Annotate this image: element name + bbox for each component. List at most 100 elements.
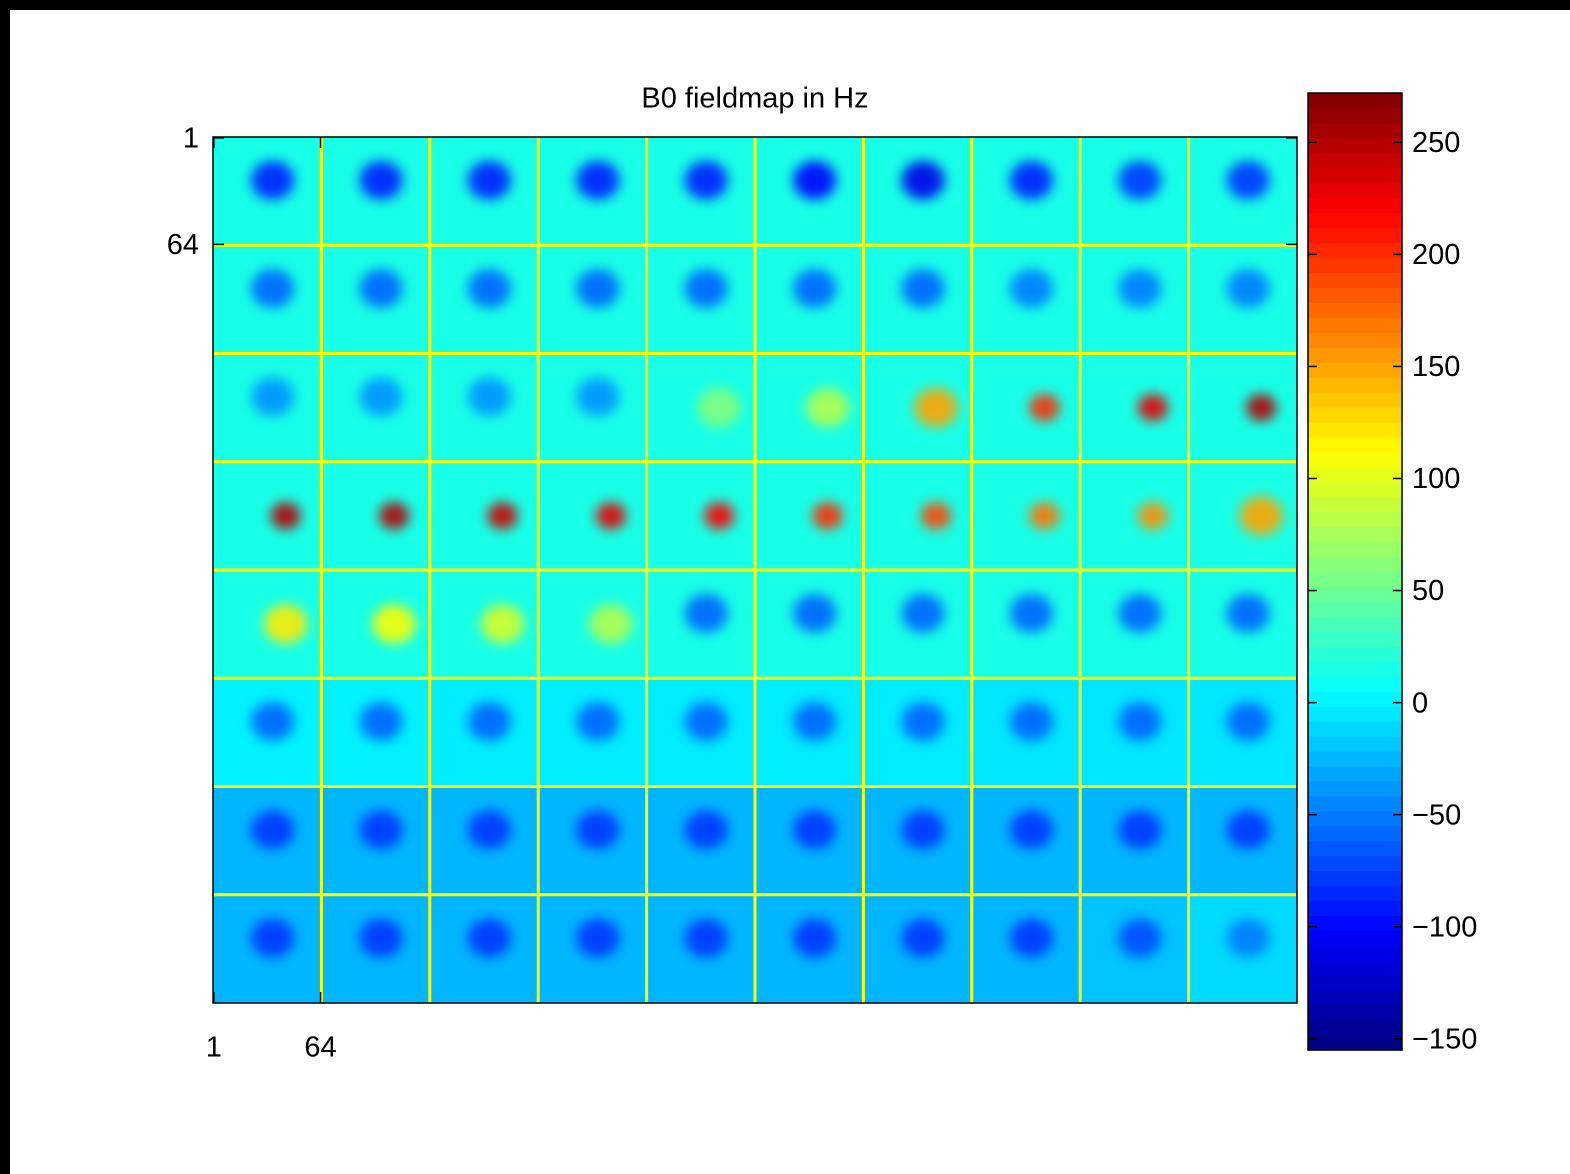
colorbar-step (1308, 840, 1402, 857)
colorbar-step (1308, 436, 1402, 453)
tile (213, 461, 322, 570)
x-tick-label: 1 (206, 1032, 222, 1064)
peak (1226, 918, 1270, 958)
colorbar-step (1308, 616, 1402, 632)
tile (863, 461, 972, 570)
peak (1118, 269, 1162, 309)
peak (250, 810, 295, 850)
peak (1118, 702, 1162, 742)
colorbar-step (1308, 780, 1402, 797)
peak (378, 502, 410, 530)
peak (1118, 810, 1162, 850)
peak (684, 269, 728, 309)
peak (792, 702, 837, 742)
tile (646, 461, 755, 570)
colorbar-tick-label: 0 (1412, 687, 1428, 719)
peak (1009, 160, 1054, 200)
peak (467, 269, 512, 309)
colorbar-step (1308, 721, 1402, 737)
colorbar-step (1308, 526, 1402, 543)
peak (589, 604, 633, 644)
peak (1009, 269, 1054, 309)
colorbar-step (1308, 735, 1402, 752)
tile (1188, 353, 1297, 462)
colorbar-step (1308, 93, 1402, 109)
colorbar-step (1308, 601, 1402, 617)
peak (1226, 160, 1270, 200)
colorbar-step (1308, 750, 1402, 767)
peak (812, 502, 843, 530)
peak (1009, 702, 1054, 742)
colorbar-step (1308, 392, 1402, 408)
colorbar-tick-label: 250 (1412, 127, 1460, 159)
colorbar-step (1308, 930, 1402, 946)
peak (684, 593, 728, 633)
colorbar-step (1308, 1020, 1402, 1036)
peak (372, 604, 416, 644)
colorbar-step (1308, 377, 1402, 393)
peak (359, 918, 403, 958)
colorbar-tick-label: −50 (1412, 799, 1461, 831)
colorbar-step (1308, 122, 1402, 139)
peak (263, 604, 308, 644)
tile (971, 353, 1081, 462)
colorbar-step (1308, 511, 1402, 528)
colorbar-tick-label: −100 (1412, 911, 1477, 943)
peak (359, 377, 403, 417)
colorbar-step (1308, 421, 1402, 438)
colorbar-step (1308, 765, 1402, 782)
colorbar-tick-label: 150 (1412, 351, 1460, 383)
peak (576, 160, 620, 200)
colorbar-step (1308, 990, 1402, 1006)
peak (920, 502, 952, 530)
peak (480, 604, 525, 644)
x-tick-label: 64 (304, 1032, 336, 1064)
colorbar-step (1308, 1005, 1402, 1021)
colorbar-tick-label: 200 (1412, 239, 1460, 271)
peak (576, 918, 620, 958)
colorbar-step (1308, 691, 1402, 707)
colorbar-step (1308, 227, 1402, 244)
peak (359, 160, 403, 200)
colorbar-step (1308, 481, 1402, 498)
peak (901, 918, 945, 958)
colorbar-frame (1307, 92, 1403, 1051)
peak (704, 502, 735, 530)
peak (792, 810, 837, 850)
colorbar-step (1308, 347, 1402, 363)
colorbar-step (1308, 571, 1402, 588)
peak (914, 388, 958, 428)
colorbar-step (1308, 541, 1402, 558)
peak (1246, 393, 1277, 422)
peak (697, 388, 741, 428)
frame-edge (0, 0, 1570, 10)
peak (1226, 702, 1270, 742)
peak (1118, 593, 1162, 633)
colorbar-step (1308, 287, 1402, 303)
peak (467, 160, 512, 200)
peak (576, 269, 620, 309)
colorbar-step (1308, 257, 1402, 274)
peak (1226, 593, 1270, 633)
peak (901, 593, 945, 633)
peak (576, 377, 620, 417)
peak (467, 702, 512, 742)
peak (1029, 393, 1060, 422)
peak (467, 918, 512, 958)
tile (971, 461, 1081, 570)
peak (684, 810, 728, 850)
colorbar-step (1308, 795, 1402, 812)
colorbar-step (1308, 152, 1402, 169)
colorbar-tick-label: 100 (1412, 463, 1460, 495)
tile (429, 461, 539, 570)
tile (1080, 353, 1189, 462)
peak (1118, 918, 1162, 958)
peak (250, 377, 295, 417)
peak (1009, 918, 1054, 958)
colorbar-step (1308, 810, 1402, 827)
colorbar-step (1308, 631, 1402, 647)
colorbar-step (1308, 137, 1402, 154)
y-tick-label: 64 (167, 229, 199, 261)
peak (901, 702, 945, 742)
